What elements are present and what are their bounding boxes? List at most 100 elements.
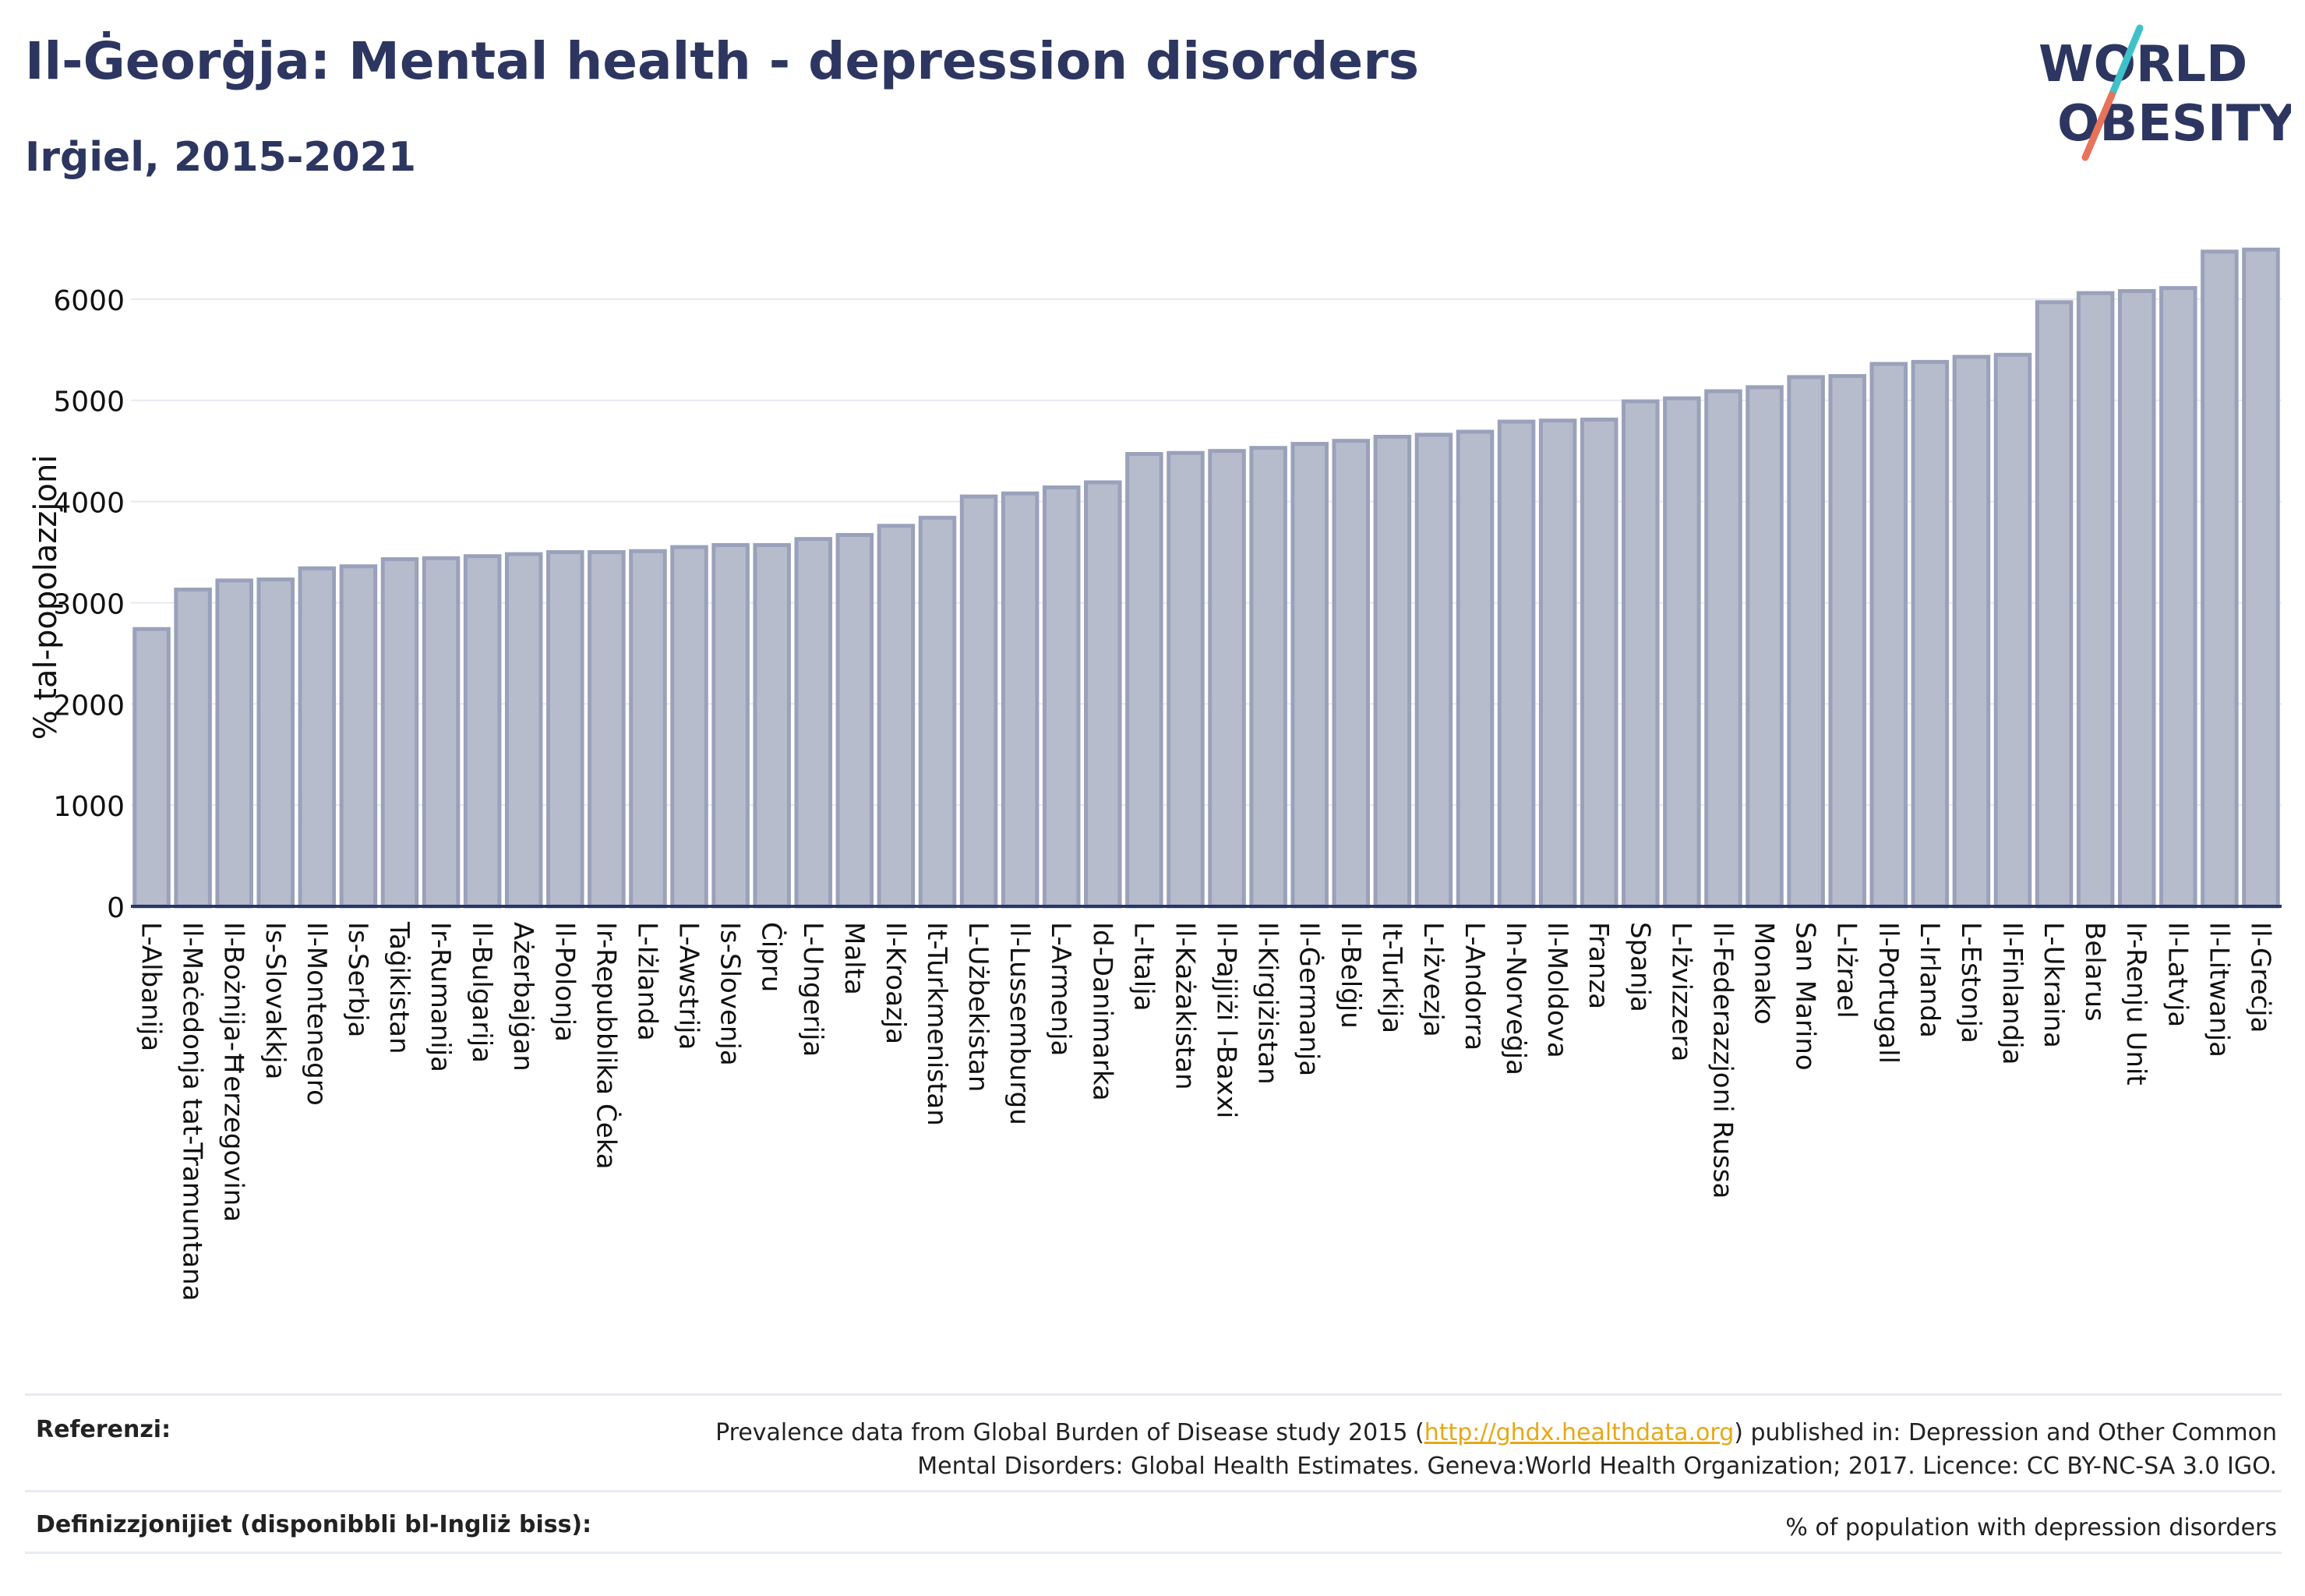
- y-tick-label: 1000: [53, 791, 125, 823]
- bar: [1167, 450, 1205, 909]
- x-tick-label: Il-Pajjiżi l-Baxxi: [1211, 922, 1242, 1118]
- x-tick-label: Il-Litwanja: [2203, 922, 2234, 1058]
- bar: [1993, 352, 2032, 909]
- bar: [711, 542, 750, 909]
- x-tick-label: Il-Każakistan: [1169, 922, 1200, 1090]
- y-tick-label: 5000: [53, 387, 125, 418]
- x-tick-label: Il-Kirgiżistan: [1252, 922, 1283, 1085]
- x-tick-label: It-Turkija: [1376, 922, 1407, 1033]
- bar: [835, 532, 874, 909]
- x-tick-label: In-Norveġja: [1500, 922, 1531, 1075]
- x-tick-label: Spanja: [1624, 922, 1655, 1012]
- references-link[interactable]: http://ghdx.healthdata.org: [1424, 1419, 1735, 1446]
- bar: [2117, 288, 2156, 909]
- references-row: Referenzi: Prevalence data from Global B…: [25, 1393, 2282, 1490]
- y-tick-label: 4000: [53, 488, 125, 520]
- x-tick-label: Ċipru: [756, 922, 788, 992]
- bar: [2201, 249, 2239, 909]
- footer-table: Referenzi: Prevalence data from Global B…: [25, 1393, 2282, 1554]
- x-tick-label: Il-Lussemburgu: [1004, 922, 1035, 1125]
- world-obesity-logo: WORLD OBESITY: [2038, 24, 2291, 161]
- bar: [1332, 439, 1371, 909]
- bar: [422, 556, 461, 909]
- x-tick-label: L-Andorra: [1459, 922, 1490, 1050]
- bar: [132, 627, 171, 909]
- x-tick-label: Franza: [1583, 922, 1614, 1009]
- x-tick-label: L-Irlanda: [1914, 922, 1945, 1038]
- x-tick-label: Il-Maċedonja tat-Tramuntana: [177, 922, 208, 1301]
- x-tick-label: L-Armenja: [1045, 922, 1076, 1056]
- x-tick-label: Ir-Repubblika Ċeka: [590, 922, 622, 1170]
- y-tick-label: 0: [107, 892, 125, 924]
- logo-slash-bottom: [2081, 91, 2116, 161]
- x-tick-label: San Marino: [1790, 922, 1821, 1071]
- x-tick-label: Ażerbajġan: [507, 922, 538, 1072]
- x-tick-label: Is-Serbja: [342, 922, 373, 1037]
- bar: [256, 577, 295, 909]
- x-tick-label: Malta: [838, 922, 870, 995]
- bar: [1084, 480, 1122, 909]
- references-text: Prevalence data from Global Burden of Di…: [715, 1416, 2282, 1483]
- bar: [753, 542, 791, 909]
- x-tick-label: Belarus: [2079, 922, 2110, 1022]
- x-tick-label: L-Iżlanda: [631, 922, 662, 1041]
- bar: [918, 515, 957, 909]
- bar: [546, 550, 584, 909]
- x-tick-label: L-Awstrija: [673, 922, 704, 1050]
- bar: [1869, 362, 1908, 909]
- x-tick-label: Ir-Renju Unit: [2120, 922, 2151, 1086]
- logo-word-world: WORLD: [2038, 36, 2247, 94]
- y-axis-ticks: 0 1000 2000 3000 4000 5000 6000: [53, 285, 125, 924]
- definitions-label: Definizzjonijiet (disponibbli bl-Ingliż …: [36, 1511, 592, 1538]
- definitions-row: Definizzjonijiet (disponibbli bl-Ingliż …: [25, 1490, 2282, 1554]
- bar: [1911, 359, 1950, 909]
- bar: [298, 566, 337, 909]
- x-tick-label: Il-Ġermanja: [1294, 922, 1325, 1076]
- bar: [1787, 375, 1825, 909]
- logo-slash-top: [2108, 24, 2144, 99]
- bar: [1828, 374, 1866, 909]
- y-tick-label: 6000: [53, 285, 125, 317]
- x-tick-label: Ir-Rumanija: [425, 922, 456, 1072]
- bar: [463, 554, 502, 909]
- bar: [1208, 449, 1246, 909]
- references-line2: Mental Disorders: Global Health Estimate…: [917, 1453, 2277, 1480]
- bar: [380, 557, 419, 909]
- bar: [504, 552, 543, 909]
- x-tick-label: L-Albanija: [136, 922, 167, 1051]
- x-tick-label: It-Turkmenistan: [921, 922, 952, 1126]
- bar: [2076, 291, 2115, 909]
- y-axis-label: % tal-popolazzjoni: [28, 455, 64, 740]
- x-tick-label: Il-Latvja: [2162, 922, 2193, 1027]
- x-tick-label: Il-Portugall: [1873, 922, 1904, 1064]
- x-axis-ticks: L-Albanija Il-Maċedonja tat-Tramuntana Il-…: [136, 921, 2276, 1301]
- x-tick-label: L-Ungerija: [797, 922, 828, 1057]
- references-label: Referenzi:: [36, 1416, 171, 1443]
- bar: [1414, 433, 1453, 909]
- x-tick-label: Il-Bożnija-Ħerzegovina: [218, 922, 249, 1222]
- chart-title: Il-Ġeorġja: Mental health - depression d…: [25, 31, 1420, 91]
- bar: [1580, 417, 1618, 909]
- x-tick-label: Monako: [1749, 922, 1780, 1025]
- x-tick-label: Il-Kroazja: [880, 922, 911, 1044]
- bar: [794, 537, 833, 909]
- x-tick-label: Il-Finlandja: [1996, 922, 2028, 1065]
- x-tick-label: L-Iżrael: [1831, 922, 1862, 1019]
- bar: [1042, 485, 1081, 909]
- bar-chart: 0 1000 2000 3000 4000 5000 6000 L-Albanija Il-M…: [28, 247, 2282, 1301]
- x-tick-label: L-Ukraina: [2038, 922, 2069, 1048]
- bar: [2159, 286, 2197, 909]
- bar: [959, 494, 998, 909]
- bar: [215, 578, 253, 909]
- bar: [1001, 491, 1040, 909]
- bar: [629, 549, 667, 909]
- x-tick-label: L-Estonja: [1955, 922, 1986, 1043]
- x-tick-label: L-Iżvezja: [1417, 922, 1449, 1037]
- bar: [2035, 300, 2074, 909]
- x-tick-label: L-Iżvizzera: [1665, 922, 1696, 1061]
- bar: [339, 564, 378, 909]
- x-tick-label: L-Użbekistan: [962, 922, 994, 1092]
- x-tick-label: Il-Moldova: [1541, 922, 1573, 1058]
- bar: [2242, 247, 2280, 909]
- bar: [877, 524, 916, 909]
